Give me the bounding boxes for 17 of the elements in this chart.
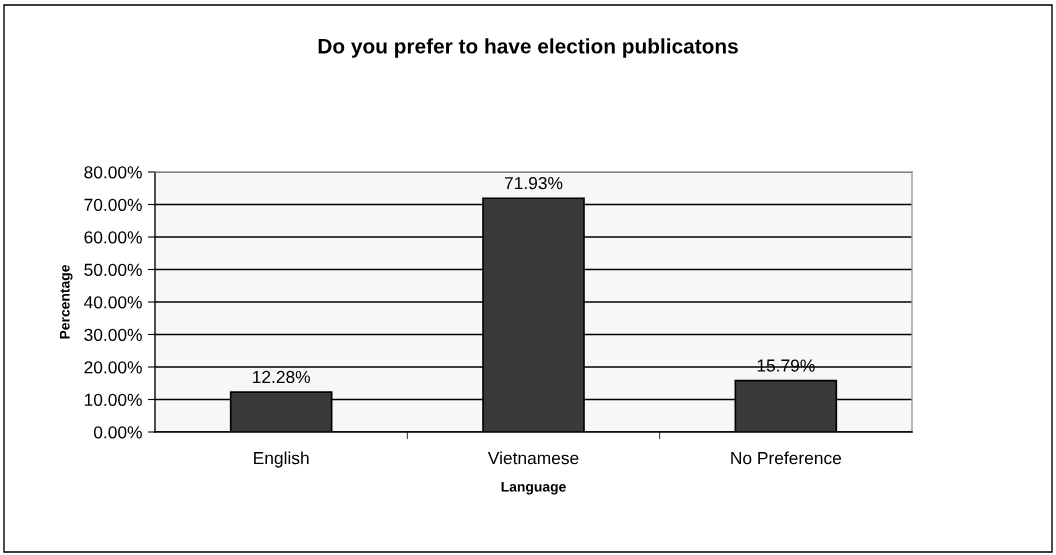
y-tick-label: 10.00% [84, 393, 142, 406]
chart-title: Do you prefer to have election publicatons [318, 38, 738, 58]
x-tick-label: No Preference [731, 451, 842, 465]
data-label: 71.93% [504, 176, 563, 190]
y-tick-label: 70.00% [84, 198, 142, 211]
y-tick-label: 40.00% [84, 296, 142, 309]
y-tick-label: 80.00% [84, 166, 142, 179]
x-tick-label: Vietnamese [487, 451, 579, 465]
data-label: 12.28% [253, 370, 310, 384]
x-tick-label: English [254, 451, 309, 468]
y-tick-label: 50.00% [84, 263, 142, 276]
y-tick-label: 60.00% [84, 231, 142, 244]
x-axis-title: Language [501, 481, 566, 495]
y-tick-label: 20.00% [84, 361, 142, 374]
y-axis-title: Percentage [60, 265, 73, 339]
y-tick-label: 30.00% [84, 328, 142, 341]
y-tick-label: 0.00% [93, 426, 142, 439]
